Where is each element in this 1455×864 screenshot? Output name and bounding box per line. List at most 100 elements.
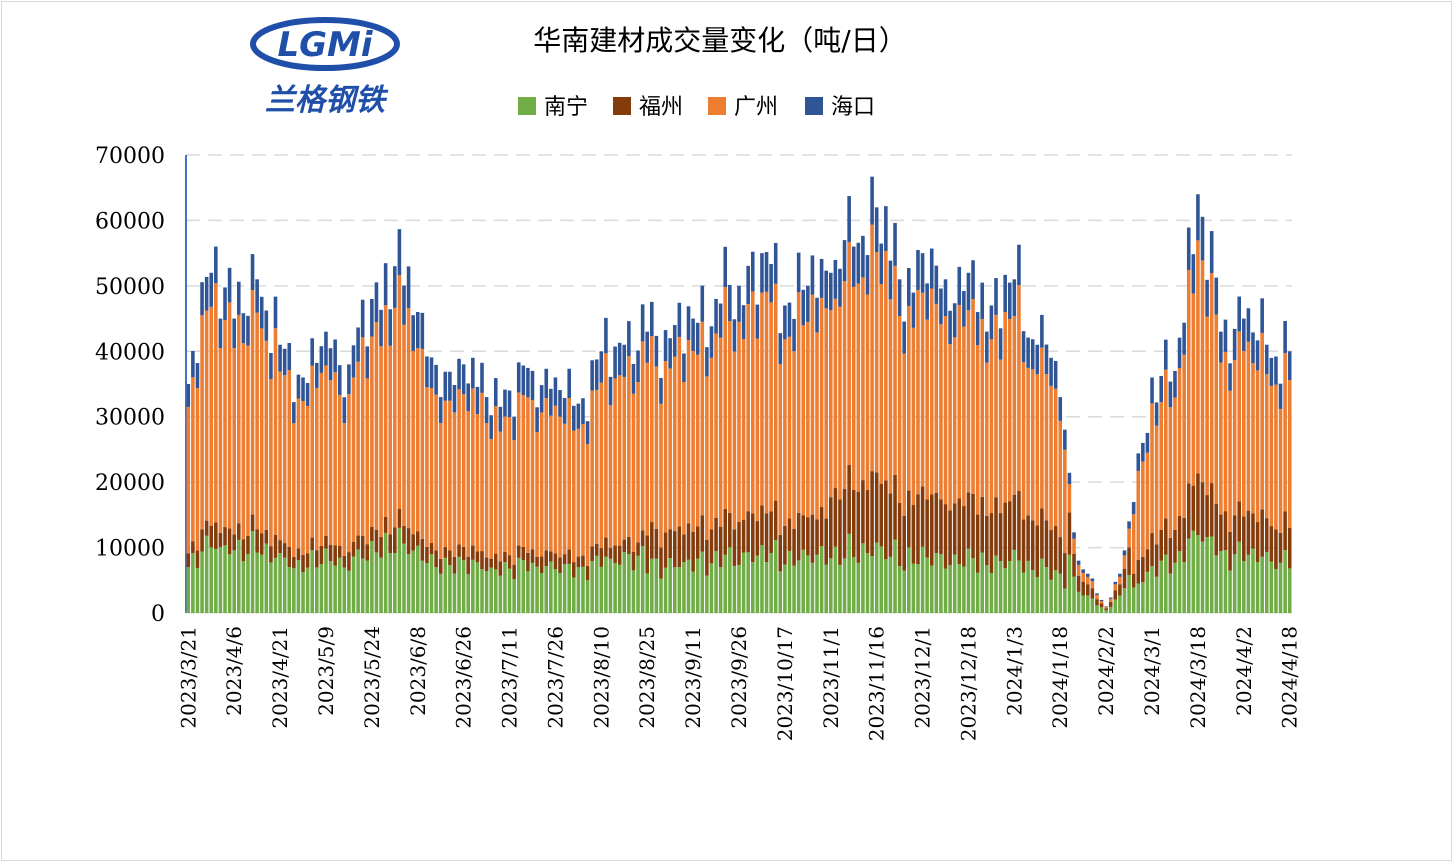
bar-segment-3 [604, 317, 608, 354]
bar-segment-3 [333, 339, 337, 373]
bar-segment-1 [764, 513, 769, 563]
bar-segment-2 [975, 345, 980, 515]
bar-segment-3 [406, 266, 411, 309]
bar-segment-3 [452, 385, 457, 413]
bar-segment-1 [663, 532, 668, 568]
bar-segment-1 [709, 529, 714, 564]
bar-segment-1 [627, 536, 631, 554]
bar-segment-1 [530, 549, 535, 563]
bar-segment-3 [466, 383, 471, 411]
bar-segment-0 [287, 567, 292, 613]
bar-segment-1 [870, 471, 874, 557]
bar-segment-1 [1007, 501, 1012, 562]
bar-segment-1 [507, 555, 512, 569]
bar-segment-2 [236, 314, 241, 524]
bar-segment-2 [1255, 370, 1260, 523]
bar-segment-3 [227, 267, 232, 303]
x-tick-label: 2023/8/25 [635, 626, 659, 729]
bar-segment-2 [539, 412, 544, 557]
bar-segment-1 [1200, 482, 1205, 542]
bar-segment-3 [475, 386, 480, 415]
bar-segment-1 [526, 552, 530, 572]
bar-segment-3 [347, 364, 351, 395]
bar-segment-3 [544, 368, 549, 399]
bar-segment-3 [1058, 397, 1063, 421]
bar-segment-1 [374, 529, 379, 553]
bar-segment-2 [264, 340, 269, 530]
bar-segment-2 [723, 287, 728, 509]
bar-segment-0 [282, 557, 287, 613]
bar-segment-3 [672, 325, 677, 357]
bar-segment-2 [833, 298, 838, 489]
bar-segment-3 [636, 350, 640, 382]
bar-segment-2 [1260, 332, 1264, 510]
bar-segment-0 [682, 561, 686, 613]
bar-segment-2 [1141, 461, 1145, 557]
bar-segment-2 [1145, 452, 1150, 550]
bar-segment-3 [879, 243, 884, 285]
bar-segment-0 [604, 556, 608, 613]
bar-segment-3 [1177, 337, 1182, 368]
bar-segment-3 [356, 327, 360, 362]
logo-text: LGMi [277, 25, 373, 65]
bar-segment-1 [425, 546, 429, 563]
bar-segment-2 [452, 412, 457, 557]
bar-segment-3 [783, 305, 787, 340]
bar-segment-0 [461, 560, 466, 613]
bar-segment-3 [1003, 274, 1007, 313]
bar-segment-1 [296, 548, 301, 561]
bar-segment-2 [911, 327, 916, 506]
bar-segment-0 [232, 550, 236, 613]
bar-segment-3 [572, 405, 576, 431]
bar-segment-1 [1159, 529, 1163, 561]
bar-segment-2 [324, 365, 328, 536]
bar-segment-1 [1232, 515, 1237, 555]
bar-segment-0 [1026, 560, 1030, 613]
bar-segment-0 [273, 557, 278, 613]
bar-segment-0 [562, 564, 567, 613]
bar-segment-2 [728, 321, 732, 513]
bar-segment-0 [874, 542, 879, 613]
bar-segment-1 [480, 551, 484, 570]
bar-segment-1 [236, 523, 241, 540]
bar-segment-3 [507, 390, 512, 418]
bar-segment-1 [402, 525, 406, 544]
bar-segment-2 [218, 348, 223, 533]
bar-segment-1 [347, 552, 351, 571]
bar-segment-2 [214, 283, 218, 523]
bar-segment-2 [342, 423, 347, 556]
bar-segment-3 [246, 315, 250, 346]
bar-segment-0 [328, 561, 333, 613]
bar-segment-1 [659, 547, 663, 579]
bar-segment-1 [544, 550, 549, 567]
bar-segment-0 [333, 565, 337, 613]
bar-segment-1 [975, 514, 980, 573]
bar-segment-0 [842, 558, 847, 613]
bar-segment-0 [957, 563, 962, 613]
bar-segment-3 [315, 362, 319, 388]
bar-segment-0 [411, 550, 415, 613]
bar-segment-2 [1205, 316, 1209, 496]
bar-segment-1 [714, 517, 718, 552]
bar-segment-1 [654, 529, 659, 559]
bar-segment-1 [379, 536, 383, 558]
bar-segment-0 [695, 558, 700, 613]
bar-segment-2 [347, 394, 351, 553]
bar-segment-0 [1030, 570, 1035, 613]
bar-segment-0 [438, 573, 443, 613]
bar-segment-3 [1242, 318, 1246, 351]
bar-segment-2 [604, 353, 608, 538]
bar-segment-2 [443, 400, 448, 547]
bar-segment-3 [337, 365, 342, 395]
bar-segment-0 [360, 558, 365, 613]
bar-segment-2 [815, 332, 819, 520]
bar-segment-0 [1154, 576, 1159, 613]
bar-segment-0 [778, 571, 783, 613]
bar-segment-3 [1026, 337, 1030, 368]
bar-segment-1 [1012, 494, 1017, 550]
bar-segment-1 [750, 513, 755, 563]
bar-segment-3 [434, 364, 438, 395]
bar-segment-0 [783, 564, 787, 613]
bar-segment-2 [1214, 314, 1219, 504]
bar-segment-1 [1219, 514, 1223, 552]
